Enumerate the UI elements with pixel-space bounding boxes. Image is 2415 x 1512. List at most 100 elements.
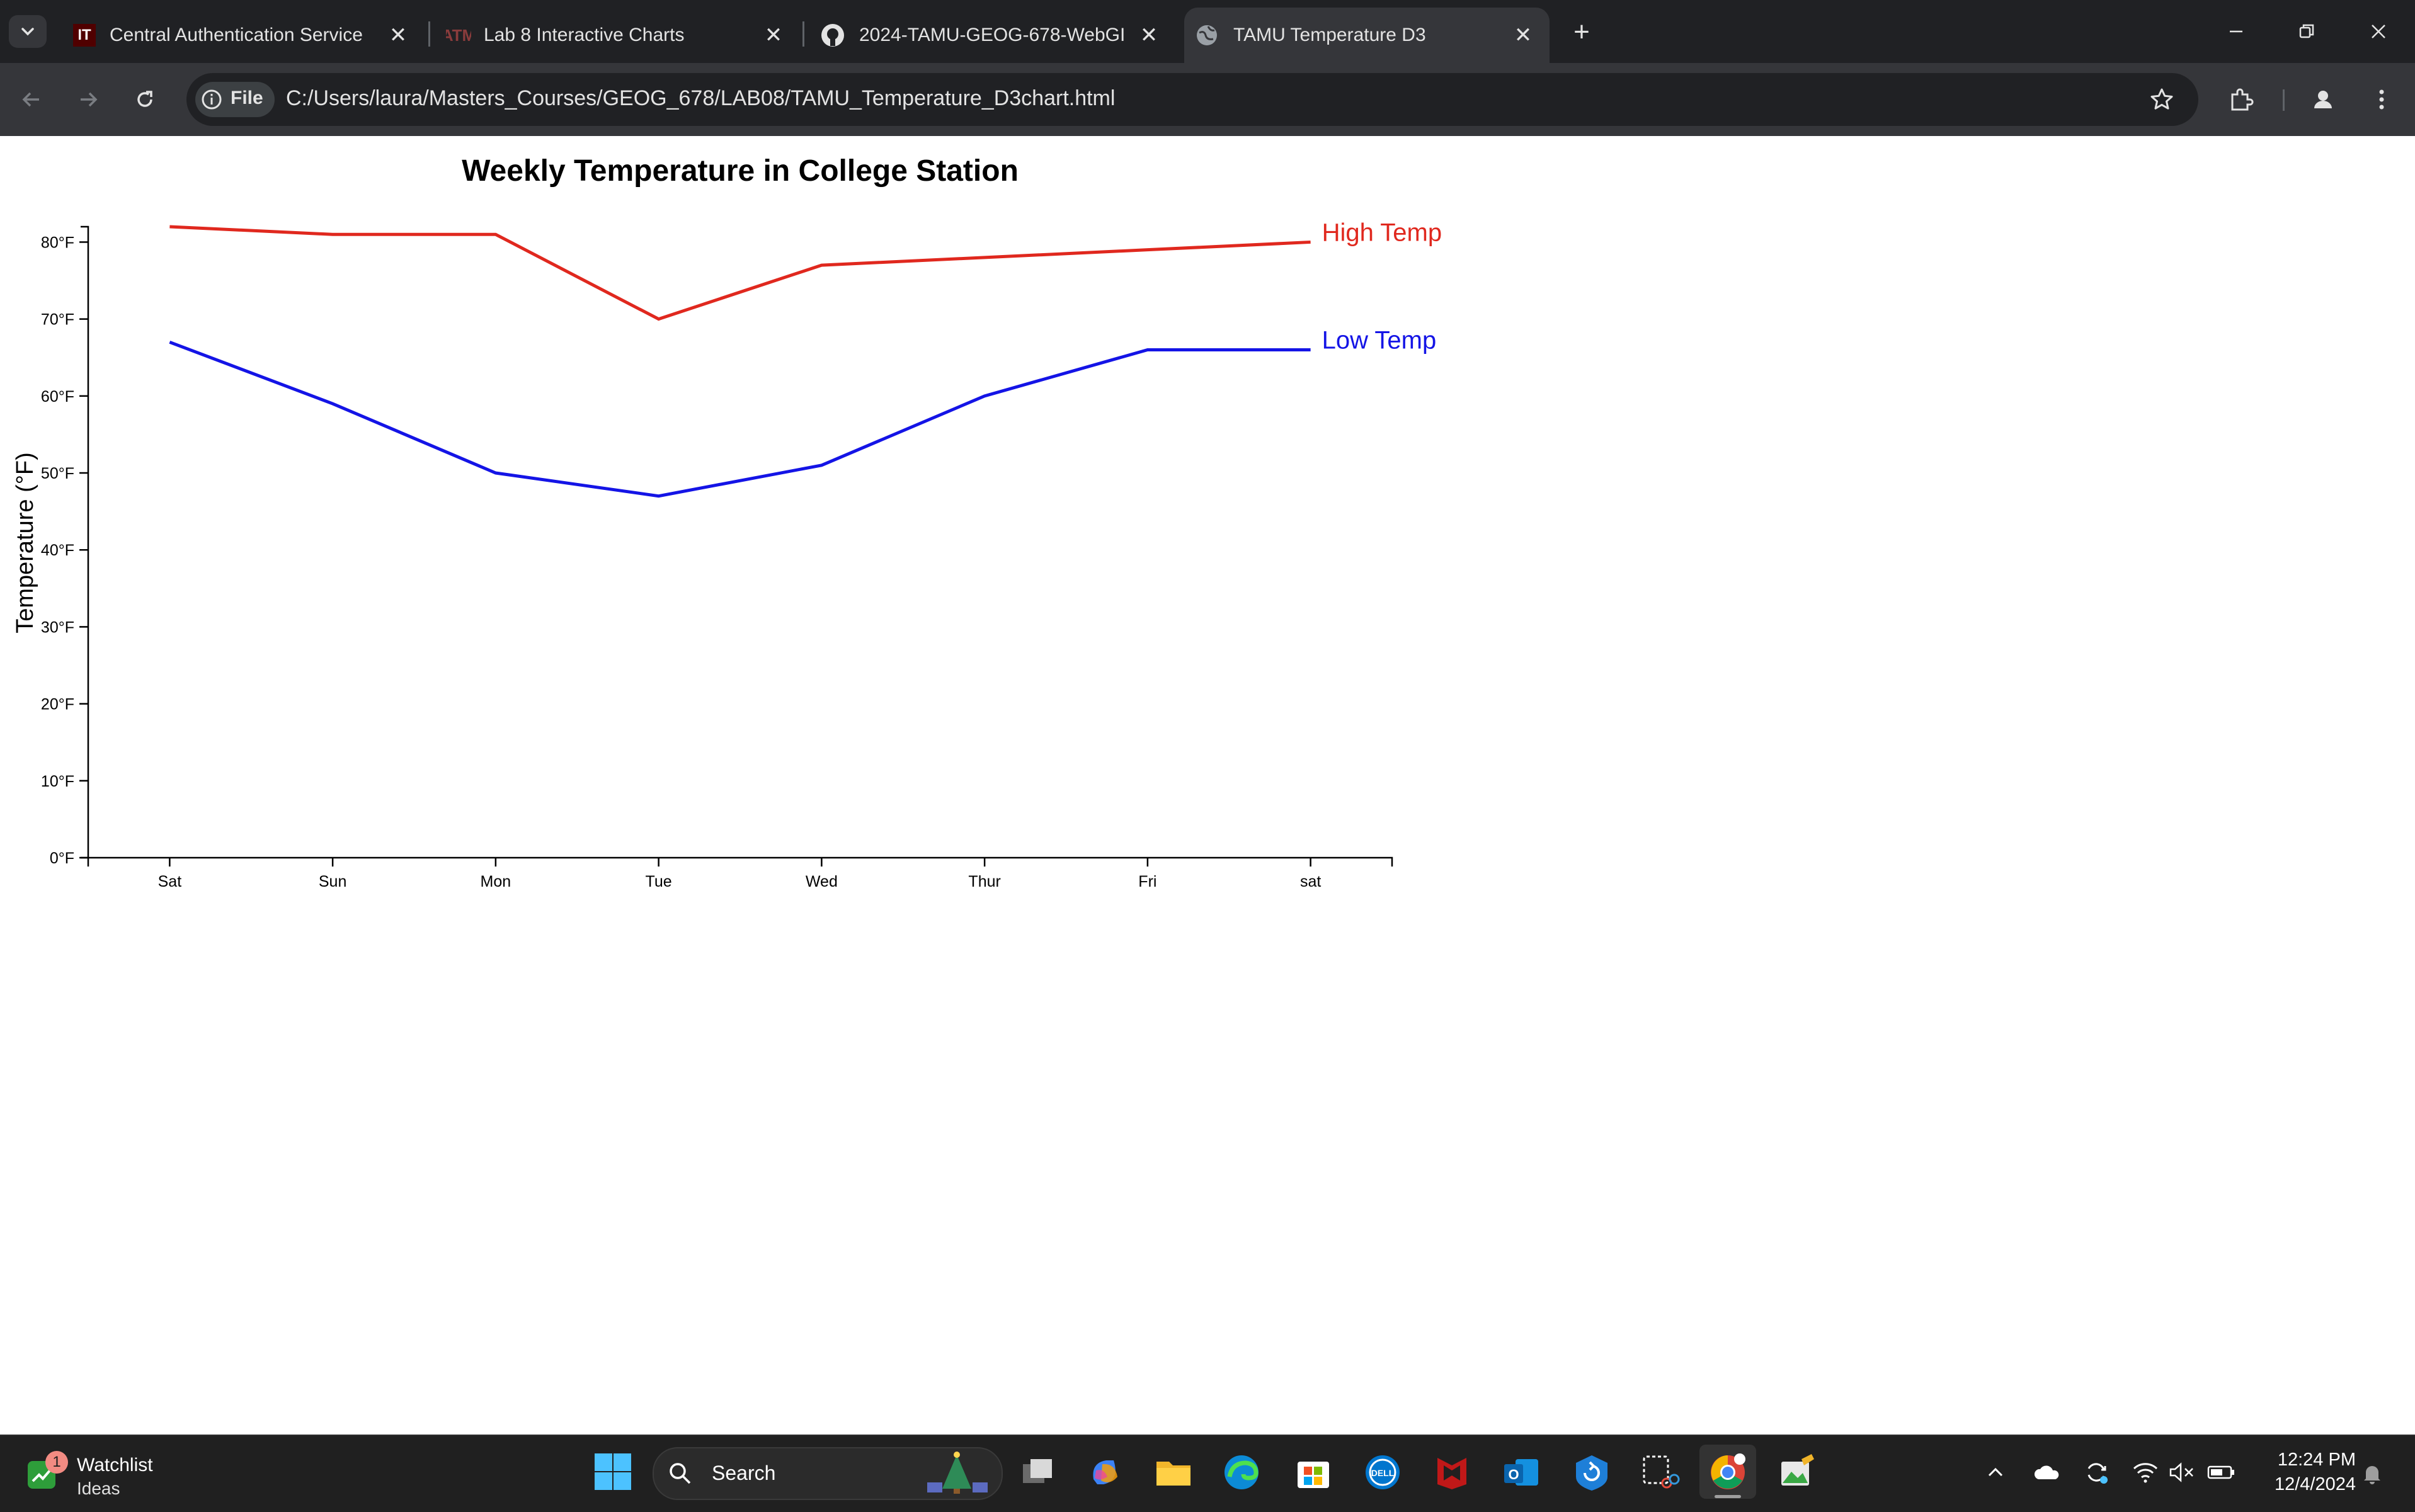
y-tick-label: 80°F <box>41 234 74 251</box>
reload-button[interactable] <box>127 84 163 115</box>
chart-title: Weekly Temperature in College Station <box>462 154 1019 188</box>
y-tick-label: 50°F <box>41 465 74 482</box>
chevron-up-icon <box>1986 1463 2005 1482</box>
tamu-logo-icon: ATM <box>446 23 471 48</box>
x-axis-line <box>88 858 1392 867</box>
x-tick-label: Wed <box>806 873 838 890</box>
system-clock[interactable]: 12:24 PM 12/4/2024 <box>2249 1448 2356 1499</box>
file-explorer-icon[interactable] <box>1153 1452 1194 1493</box>
tab-label: Lab 8 Interactive Charts <box>484 25 767 46</box>
wifi-icon[interactable] <box>2132 1460 2159 1485</box>
tab-label: 2024-TAMU-GEOG-678-WebGIS <box>859 25 1124 46</box>
start-button[interactable] <box>593 1452 632 1491</box>
notification-badge: 1 <box>45 1451 68 1474</box>
minimize-button[interactable] <box>2217 13 2255 50</box>
close-window-button[interactable] <box>2360 13 2397 50</box>
info-icon <box>200 88 223 111</box>
x-tick-label: Mon <box>481 873 511 890</box>
y-axis-line <box>81 227 88 858</box>
arrow-right-icon <box>77 88 100 111</box>
y-axis-title: Temperature (°F) <box>12 452 38 634</box>
reload-icon <box>134 88 156 111</box>
close-icon[interactable]: ✕ <box>385 23 411 48</box>
url-text[interactable]: C:/Users/laura/Masters_Courses/GEOG_678/… <box>286 86 1115 111</box>
mcafee-icon[interactable] <box>1431 1452 1473 1493</box>
y-axis: 0°F 10°F 20°F 30°F 40°F 50°F 60°F 70°F 80°F <box>41 227 88 867</box>
y-tick-label: 0°F <box>50 850 74 867</box>
clock-date: 12/4/2024 <box>2249 1474 2356 1495</box>
tab-lab8-interactive-charts[interactable]: ATM Lab 8 Interactive Charts ✕ <box>437 8 800 63</box>
y-tick-label: 40°F <box>41 542 74 559</box>
x-tick-label: sat <box>1300 873 1321 890</box>
tab-central-authentication[interactable]: IT Central Authentication Service ✕ <box>63 8 422 63</box>
dell-icon[interactable]: DELL <box>1362 1452 1403 1493</box>
high-temp-line <box>169 227 1310 319</box>
tab-search-button[interactable] <box>9 15 47 48</box>
x-tick-label: Thur <box>968 873 1000 890</box>
github-icon <box>820 23 845 48</box>
minimize-icon <box>2227 22 2246 41</box>
puzzle-icon <box>2229 87 2254 112</box>
tab-github-repo[interactable]: 2024-TAMU-GEOG-678-WebGIS ✕ <box>811 8 1175 63</box>
bell-icon <box>2361 1462 2384 1485</box>
battery-icon[interactable] <box>2206 1460 2237 1485</box>
it-favicon-icon: IT <box>73 24 96 47</box>
tab-label: TAMU Temperature D3 <box>1233 25 1510 46</box>
menu-button[interactable] <box>2366 81 2397 118</box>
widget-title: Watchlist <box>77 1455 153 1476</box>
y-tick-label: 30°F <box>41 618 74 636</box>
new-tab-button[interactable]: + <box>1566 16 1597 48</box>
microsoft-store-icon[interactable] <box>1293 1452 1334 1493</box>
outlook-icon[interactable]: O <box>1500 1452 1542 1493</box>
toolbar-divider <box>2283 89 2285 111</box>
snipping-tool-icon[interactable] <box>1639 1452 1681 1493</box>
restore-icon <box>2297 22 2316 41</box>
task-view-icon[interactable] <box>1017 1452 1058 1493</box>
watchlist-widget[interactable]: 1 Watchlist Ideas <box>19 1448 183 1499</box>
y-tick-label: 70°F <box>41 311 74 329</box>
profile-button[interactable] <box>2304 81 2342 118</box>
low-temp-line <box>169 342 1310 496</box>
restore-button[interactable] <box>2288 13 2326 50</box>
taskbar-search-box[interactable]: Search <box>653 1447 1003 1500</box>
close-icon[interactable]: ✕ <box>1510 23 1536 48</box>
edge-icon[interactable] <box>1221 1452 1262 1493</box>
volume-muted-icon[interactable] <box>2168 1460 2196 1485</box>
close-icon[interactable]: ✕ <box>1136 23 1162 48</box>
low-temp-label: Low Temp <box>1322 327 1437 355</box>
plus-icon: + <box>1573 16 1590 48</box>
active-app-indicator <box>1715 1495 1741 1498</box>
onedrive-icon[interactable] <box>2032 1460 2061 1485</box>
svg-text:DELL: DELL <box>1371 1468 1395 1478</box>
x-tick-label: Fri <box>1138 873 1156 890</box>
extensions-button[interactable] <box>2222 81 2260 118</box>
x-tick-label: Sat <box>158 873 182 890</box>
more-vertical-icon <box>2375 87 2388 112</box>
copilot-icon[interactable] <box>1085 1452 1126 1493</box>
search-icon <box>668 1461 693 1486</box>
y-tick-label: 60°F <box>41 388 74 406</box>
windows-logo-icon <box>593 1452 632 1491</box>
company-portal-icon[interactable] <box>1571 1452 1613 1493</box>
bookmark-button[interactable] <box>2144 82 2179 117</box>
star-icon <box>2149 87 2174 112</box>
sync-icon[interactable] <box>2082 1458 2110 1486</box>
back-button[interactable] <box>14 84 49 115</box>
photos-editor-icon[interactable] <box>1776 1452 1818 1493</box>
y-tick-label: 20°F <box>41 696 74 713</box>
forward-button[interactable] <box>71 84 106 115</box>
svg-text:ATM: ATM <box>446 26 471 45</box>
avatar-icon <box>2309 86 2337 113</box>
y-tick-label: 10°F <box>41 773 74 790</box>
tab-tamu-temperature-d3[interactable]: TAMU Temperature D3 ✕ <box>1184 8 1550 63</box>
chevron-down-icon <box>20 23 36 40</box>
close-icon[interactable]: ✕ <box>761 23 786 48</box>
temperature-line-chart: Weekly Temperature in College Station Te… <box>0 136 1449 892</box>
globe-icon <box>1194 23 1219 48</box>
chrome-icon[interactable] <box>1707 1452 1749 1493</box>
notifications-button[interactable] <box>2358 1460 2386 1487</box>
search-placeholder: Search <box>712 1462 775 1485</box>
show-hidden-icons-button[interactable] <box>1983 1460 2008 1485</box>
arrow-left-icon <box>20 88 43 111</box>
